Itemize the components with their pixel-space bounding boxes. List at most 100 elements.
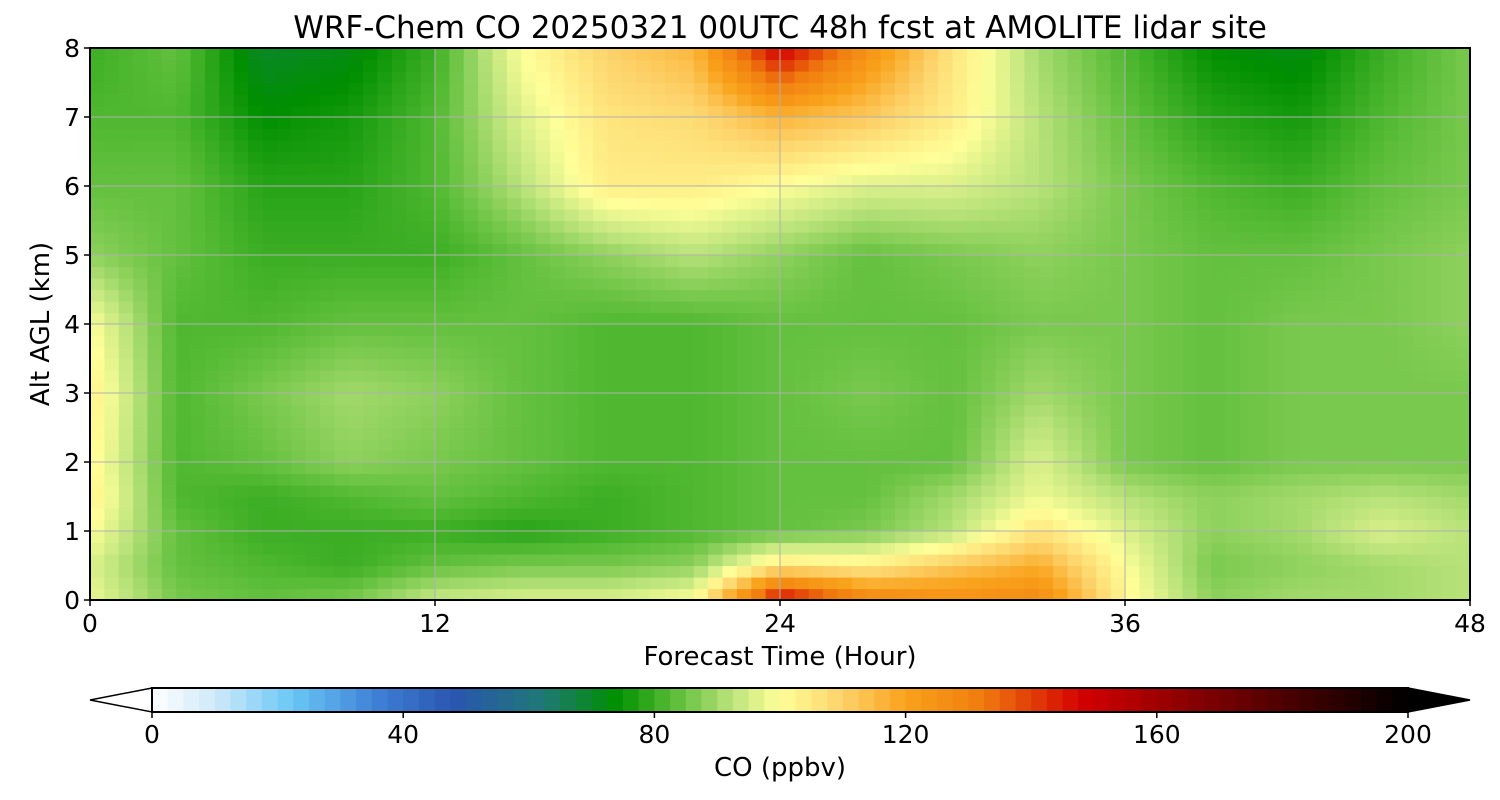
heatmap-cell	[851, 404, 867, 417]
heatmap-cell	[1383, 220, 1399, 233]
heatmap-cell	[823, 439, 839, 452]
heatmap-cell	[449, 370, 465, 383]
heatmap-cell	[1383, 404, 1399, 417]
heatmap-cell	[1168, 128, 1184, 141]
heatmap-cell	[1182, 393, 1198, 406]
heatmap-cell	[190, 508, 206, 521]
heatmap-cell	[1110, 117, 1126, 130]
heatmap-cell	[650, 347, 666, 360]
heatmap-cell	[995, 117, 1011, 130]
heatmap-cell	[521, 82, 537, 95]
heatmap-cell	[981, 496, 997, 509]
colorbar-segment	[1376, 688, 1393, 712]
heatmap-cell	[621, 140, 637, 153]
heatmap-cell	[665, 163, 680, 176]
heatmap-cell	[1369, 117, 1385, 130]
heatmap-cell	[463, 151, 479, 164]
heatmap-cell	[909, 347, 925, 360]
heatmap-cell	[1426, 473, 1442, 486]
heatmap-cell	[506, 289, 522, 302]
heatmap-cell	[1412, 163, 1428, 176]
heatmap-cell	[1168, 370, 1184, 383]
heatmap-cell	[808, 186, 824, 199]
heatmap-cell	[1010, 174, 1025, 187]
heatmap-cell	[492, 243, 508, 256]
heatmap-cell	[621, 59, 637, 72]
heatmap-cell	[823, 140, 839, 153]
heatmap-cell	[435, 220, 450, 233]
heatmap-cell	[837, 186, 853, 199]
heatmap-cell	[564, 577, 580, 590]
heatmap-cell	[1182, 554, 1198, 567]
heatmap-cell	[1412, 197, 1428, 210]
heatmap-cell	[205, 278, 220, 291]
heatmap-cell	[780, 496, 795, 509]
heatmap-cell	[966, 347, 982, 360]
heatmap-cell	[348, 370, 364, 383]
heatmap-cell	[1426, 542, 1442, 555]
heatmap-cell	[1067, 278, 1083, 291]
heatmap-cell	[420, 209, 436, 222]
heatmap-cell	[1455, 416, 1470, 429]
heatmap-cell	[851, 82, 867, 95]
heatmap-cell	[1153, 485, 1169, 498]
heatmap-cell	[1139, 577, 1155, 590]
heatmap-cell	[1125, 48, 1140, 61]
heatmap-cell	[952, 462, 968, 475]
heatmap-cell	[420, 82, 436, 95]
heatmap-cell	[1441, 416, 1457, 429]
heatmap-cell	[118, 82, 134, 95]
heatmap-cell	[607, 347, 623, 360]
heatmap-cell	[1153, 554, 1169, 567]
heatmap-cell	[334, 94, 350, 107]
heatmap-cell	[665, 186, 680, 199]
heatmap-cell	[1355, 278, 1370, 291]
heatmap-cell	[938, 347, 954, 360]
heatmap-cell	[1081, 416, 1097, 429]
heatmap-cell	[176, 209, 192, 222]
heatmap-cell	[535, 554, 551, 567]
heatmap-cell	[1168, 220, 1184, 233]
heatmap-cell	[736, 232, 752, 245]
heatmap-cell	[363, 255, 379, 268]
heatmap-cell	[248, 519, 264, 532]
heatmap-cell	[765, 381, 781, 394]
heatmap-cell	[895, 59, 910, 72]
heatmap-cell	[1441, 450, 1457, 463]
heatmap-cell	[406, 301, 422, 314]
heatmap-cell	[449, 462, 465, 475]
heatmap-cell	[492, 301, 508, 314]
heatmap-cell	[521, 370, 537, 383]
heatmap-cell	[1153, 519, 1169, 532]
heatmap-cell	[435, 508, 450, 521]
heatmap-cell	[794, 163, 810, 176]
heatmap-cell	[1441, 243, 1457, 256]
heatmap-cell	[1455, 577, 1470, 590]
heatmap-cell	[147, 289, 163, 302]
heatmap-cell	[219, 232, 235, 245]
heatmap-cell	[808, 393, 824, 406]
heatmap-cell	[1024, 186, 1040, 199]
heatmap-cell	[1398, 94, 1414, 107]
heatmap-cell	[1024, 71, 1040, 84]
heatmap-cell	[636, 462, 652, 475]
heatmap-cell	[305, 71, 321, 84]
heatmap-cell	[1110, 462, 1126, 475]
heatmap-cell	[995, 82, 1011, 95]
heatmap-cell	[564, 140, 580, 153]
heatmap-cell	[823, 496, 839, 509]
heatmap-cell	[104, 117, 120, 130]
heatmap-cell	[535, 140, 551, 153]
heatmap-cell	[650, 473, 666, 486]
heatmap-cell	[176, 71, 192, 84]
colorbar-frame	[151, 687, 1409, 713]
heatmap-cell	[1455, 105, 1470, 118]
heatmap-cell	[348, 94, 364, 107]
heatmap-cell	[851, 358, 867, 371]
heatmap-cell	[248, 151, 264, 164]
heatmap-cell	[1024, 542, 1040, 555]
heatmap-cell	[693, 473, 709, 486]
heatmap-cell	[248, 117, 264, 130]
heatmap-cell	[1355, 186, 1370, 199]
heatmap-cell	[923, 519, 939, 532]
